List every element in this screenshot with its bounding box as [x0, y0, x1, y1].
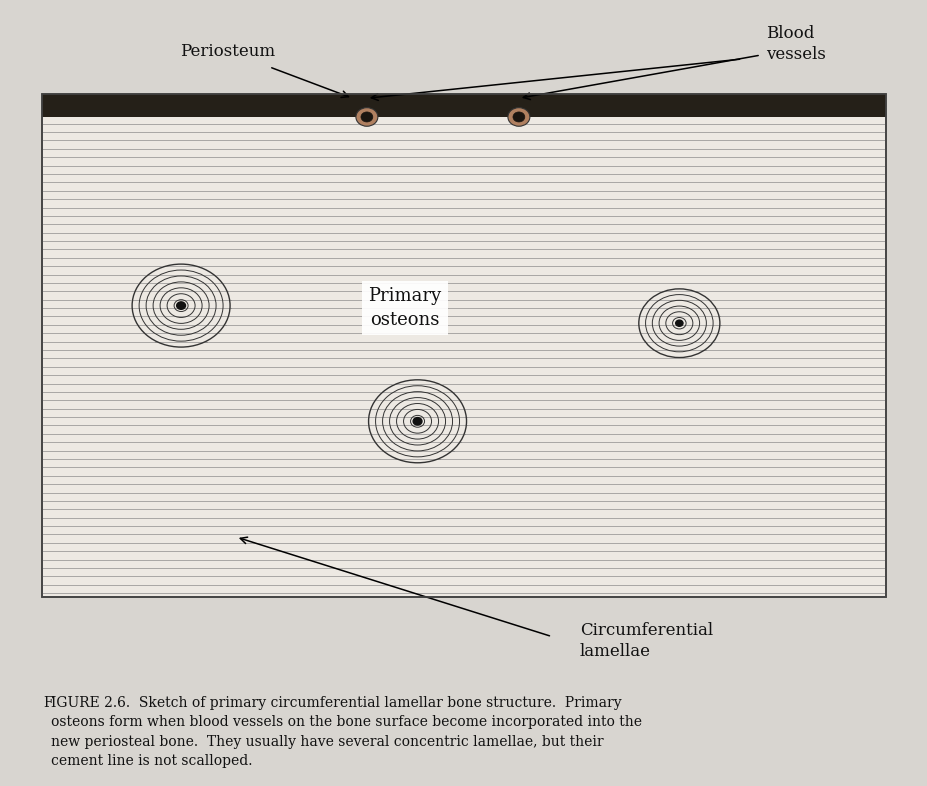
Circle shape: [513, 112, 525, 122]
Circle shape: [637, 288, 720, 358]
Text: IGURE 2.6.  Sketch of primary circumferential lamellar bone structure.  Primary
: IGURE 2.6. Sketch of primary circumferen…: [50, 696, 641, 768]
Circle shape: [361, 112, 373, 122]
Bar: [42, 94, 885, 597]
Text: Blood
vessels: Blood vessels: [765, 25, 825, 63]
Circle shape: [131, 263, 231, 348]
Text: Periosteum: Periosteum: [180, 42, 274, 60]
Circle shape: [507, 108, 529, 127]
Circle shape: [367, 379, 467, 464]
Text: Circumferential
lamellae: Circumferential lamellae: [579, 622, 712, 659]
Circle shape: [176, 302, 185, 310]
Bar: [42, 94, 885, 117]
Circle shape: [356, 108, 377, 127]
Circle shape: [675, 320, 682, 326]
Bar: [42, 94, 885, 597]
Text: F: F: [44, 696, 53, 710]
Text: Primary
osteons: Primary osteons: [368, 288, 441, 329]
Circle shape: [413, 417, 422, 425]
